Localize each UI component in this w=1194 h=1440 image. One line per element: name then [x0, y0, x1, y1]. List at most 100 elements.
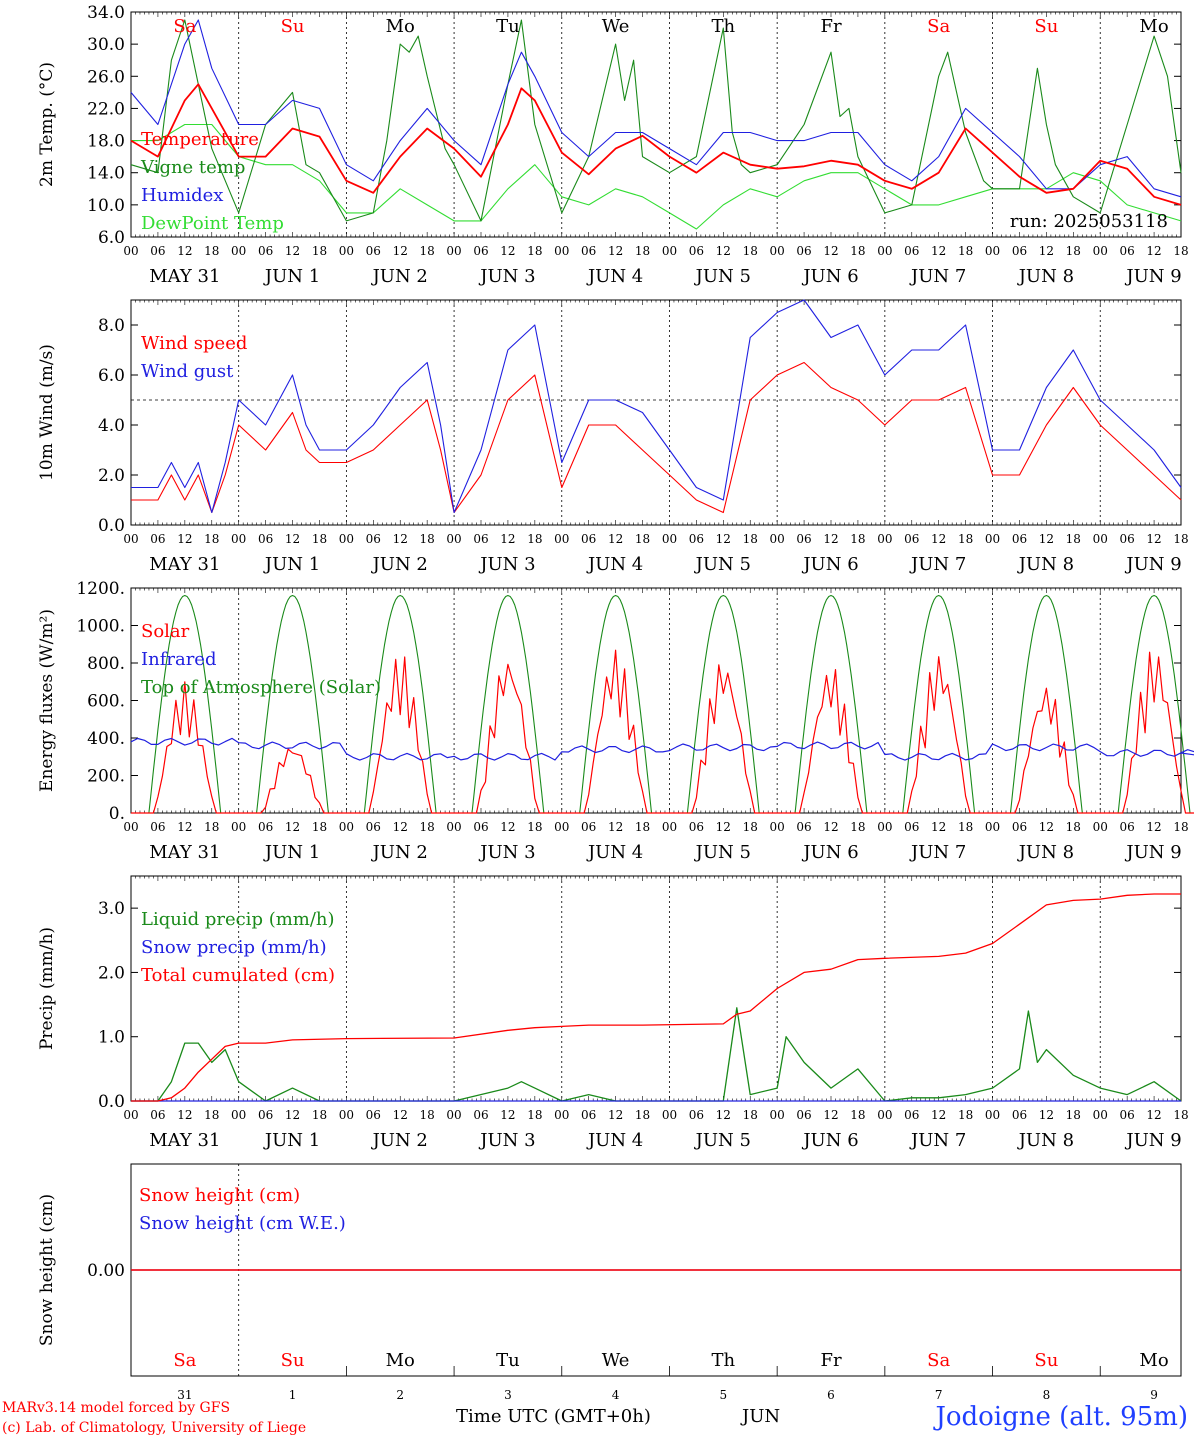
- y-axis-title: 10m Wind (m/s): [37, 344, 57, 481]
- station-name: Jodoigne (alt. 95m): [935, 1402, 1188, 1432]
- y-tick-label: 4.0: [98, 416, 125, 436]
- date-label: JUN 9: [1124, 1130, 1181, 1151]
- weekday-label: Su: [281, 1350, 305, 1371]
- date-label: MAY 31: [149, 554, 220, 575]
- y-tick-label: 1.0: [98, 1028, 125, 1048]
- legend-entry: Humidex: [141, 185, 223, 206]
- hour-tick-label: 12: [393, 244, 408, 258]
- weekday-label: Sa: [927, 16, 950, 37]
- y-tick-label: 26.0: [87, 67, 125, 87]
- hour-tick-label: 18: [527, 532, 542, 546]
- day-number-label: 9: [1150, 1388, 1158, 1402]
- hour-tick-label: 00: [877, 532, 892, 546]
- hour-tick-label: 12: [393, 532, 408, 546]
- day-number-label: 3: [504, 1388, 512, 1402]
- hour-tick-label: 06: [796, 244, 811, 258]
- hour-tick-label: 12: [1039, 244, 1054, 258]
- legend-entry: DewPoint Temp: [141, 213, 284, 234]
- hour-tick-label: 00: [770, 244, 785, 258]
- hour-tick-label: 12: [1039, 532, 1054, 546]
- date-label: JUN 8: [1017, 842, 1074, 863]
- series-line-wind-gust: [131, 299, 1182, 514]
- hour-tick-label: 18: [1066, 244, 1081, 258]
- hour-tick-label: 00: [770, 532, 785, 546]
- weekday-label: Sa: [173, 16, 196, 37]
- hour-tick-label: 06: [1120, 244, 1135, 258]
- legend-entry: Wind speed: [141, 333, 247, 354]
- hour-tick-label: 18: [1173, 820, 1188, 834]
- hour-tick-label: 12: [1146, 244, 1161, 258]
- date-label: JUN 1: [263, 842, 320, 863]
- y-tick-label: 0.: [109, 804, 125, 824]
- hour-tick-label: 06: [904, 820, 919, 834]
- hour-tick-label: 06: [258, 820, 273, 834]
- hour-tick-label: 18: [1173, 532, 1188, 546]
- hour-tick-label: 06: [581, 532, 596, 546]
- date-label: JUN 8: [1017, 266, 1074, 287]
- series-line-liquid-precip-mm-h-: [131, 1007, 1182, 1102]
- hour-tick-label: 06: [473, 1108, 488, 1122]
- hour-tick-label: 00: [770, 820, 785, 834]
- hour-tick-label: 00: [662, 1108, 677, 1122]
- hour-tick-label: 18: [204, 1108, 219, 1122]
- panel-frame: [130, 299, 1182, 526]
- hour-tick-label: 06: [1012, 244, 1027, 258]
- weekday-label: Tu: [496, 1350, 520, 1371]
- weekday-label: Sa: [173, 1350, 196, 1371]
- hour-tick-label: 00: [446, 820, 461, 834]
- hour-tick-label: 06: [1120, 532, 1135, 546]
- date-label: JUN 1: [263, 554, 320, 575]
- y-tick-label: 0.0: [98, 516, 125, 536]
- hour-tick-label: 06: [1120, 820, 1135, 834]
- panel-1: 00 06 12 18 00 06 12 18 00 06 12 18 00 06 12 18 00 06 12 18…: [37, 3, 1189, 287]
- hour-tick-label: 00: [877, 820, 892, 834]
- hour-tick-label: 00: [770, 1108, 785, 1122]
- hour-tick-label: 12: [500, 1108, 515, 1122]
- hour-tick-label: 18: [527, 820, 542, 834]
- panel-3: 00 06 12 18 00 06 12 18 00 06 12 18 00 06 12 18 00 06 12 18…: [37, 579, 1194, 863]
- date-label: JUN 4: [586, 266, 643, 287]
- hour-tick-label: 12: [716, 532, 731, 546]
- hour-tick-label: 06: [1012, 1108, 1027, 1122]
- hour-tick-label: 00: [123, 532, 138, 546]
- series-line-total-cumulated-cm-: [131, 893, 1181, 1102]
- hour-tick-label: 00: [1093, 532, 1108, 546]
- day-number-label: 7: [935, 1388, 943, 1402]
- y-axis-title: Snow height (cm): [37, 1194, 57, 1346]
- hour-tick-label: 18: [1066, 532, 1081, 546]
- hour-tick-label: 18: [635, 532, 650, 546]
- hour-tick-label: 12: [500, 820, 515, 834]
- hour-tick-label: 06: [689, 532, 704, 546]
- hour-tick-label: 00: [985, 1108, 1000, 1122]
- y-axis-title: Energy fluxes (W/m²): [37, 609, 57, 792]
- date-label: JUN 1: [263, 1130, 320, 1151]
- hour-tick-label: 12: [177, 1108, 192, 1122]
- y-tick-label: 400.: [87, 729, 125, 749]
- legend-entry: Total cumulated (cm): [141, 965, 335, 986]
- date-label: MAY 31: [149, 1130, 220, 1151]
- y-tick-label: 18.0: [87, 132, 125, 152]
- date-label: JUN 3: [478, 266, 535, 287]
- hour-tick-label: 18: [850, 820, 865, 834]
- hour-tick-label: 18: [958, 532, 973, 546]
- hour-tick-label: 06: [796, 820, 811, 834]
- hour-tick-label: 18: [312, 1108, 327, 1122]
- hour-tick-label: 00: [1093, 820, 1108, 834]
- hour-tick-label: 18: [743, 244, 758, 258]
- hour-tick-label: 18: [1066, 1108, 1081, 1122]
- hour-tick-label: 00: [123, 1108, 138, 1122]
- y-tick-label: 8.0: [98, 316, 125, 336]
- date-label: JUN 1: [263, 266, 320, 287]
- date-label: JUN 2: [371, 842, 428, 863]
- date-label: JUN 5: [694, 266, 751, 287]
- hour-tick-label: 06: [1012, 820, 1027, 834]
- hour-tick-label: 00: [554, 244, 569, 258]
- hour-tick-label: 12: [1039, 820, 1054, 834]
- legend-entry: Snow precip (mm/h): [141, 937, 327, 958]
- hour-tick-label: 12: [608, 532, 623, 546]
- hour-tick-label: 18: [420, 1108, 435, 1122]
- y-tick-label: 14.0: [87, 164, 125, 184]
- y-tick-label: 10.0: [87, 196, 125, 216]
- hour-tick-label: 12: [500, 532, 515, 546]
- hour-tick-label: 06: [904, 532, 919, 546]
